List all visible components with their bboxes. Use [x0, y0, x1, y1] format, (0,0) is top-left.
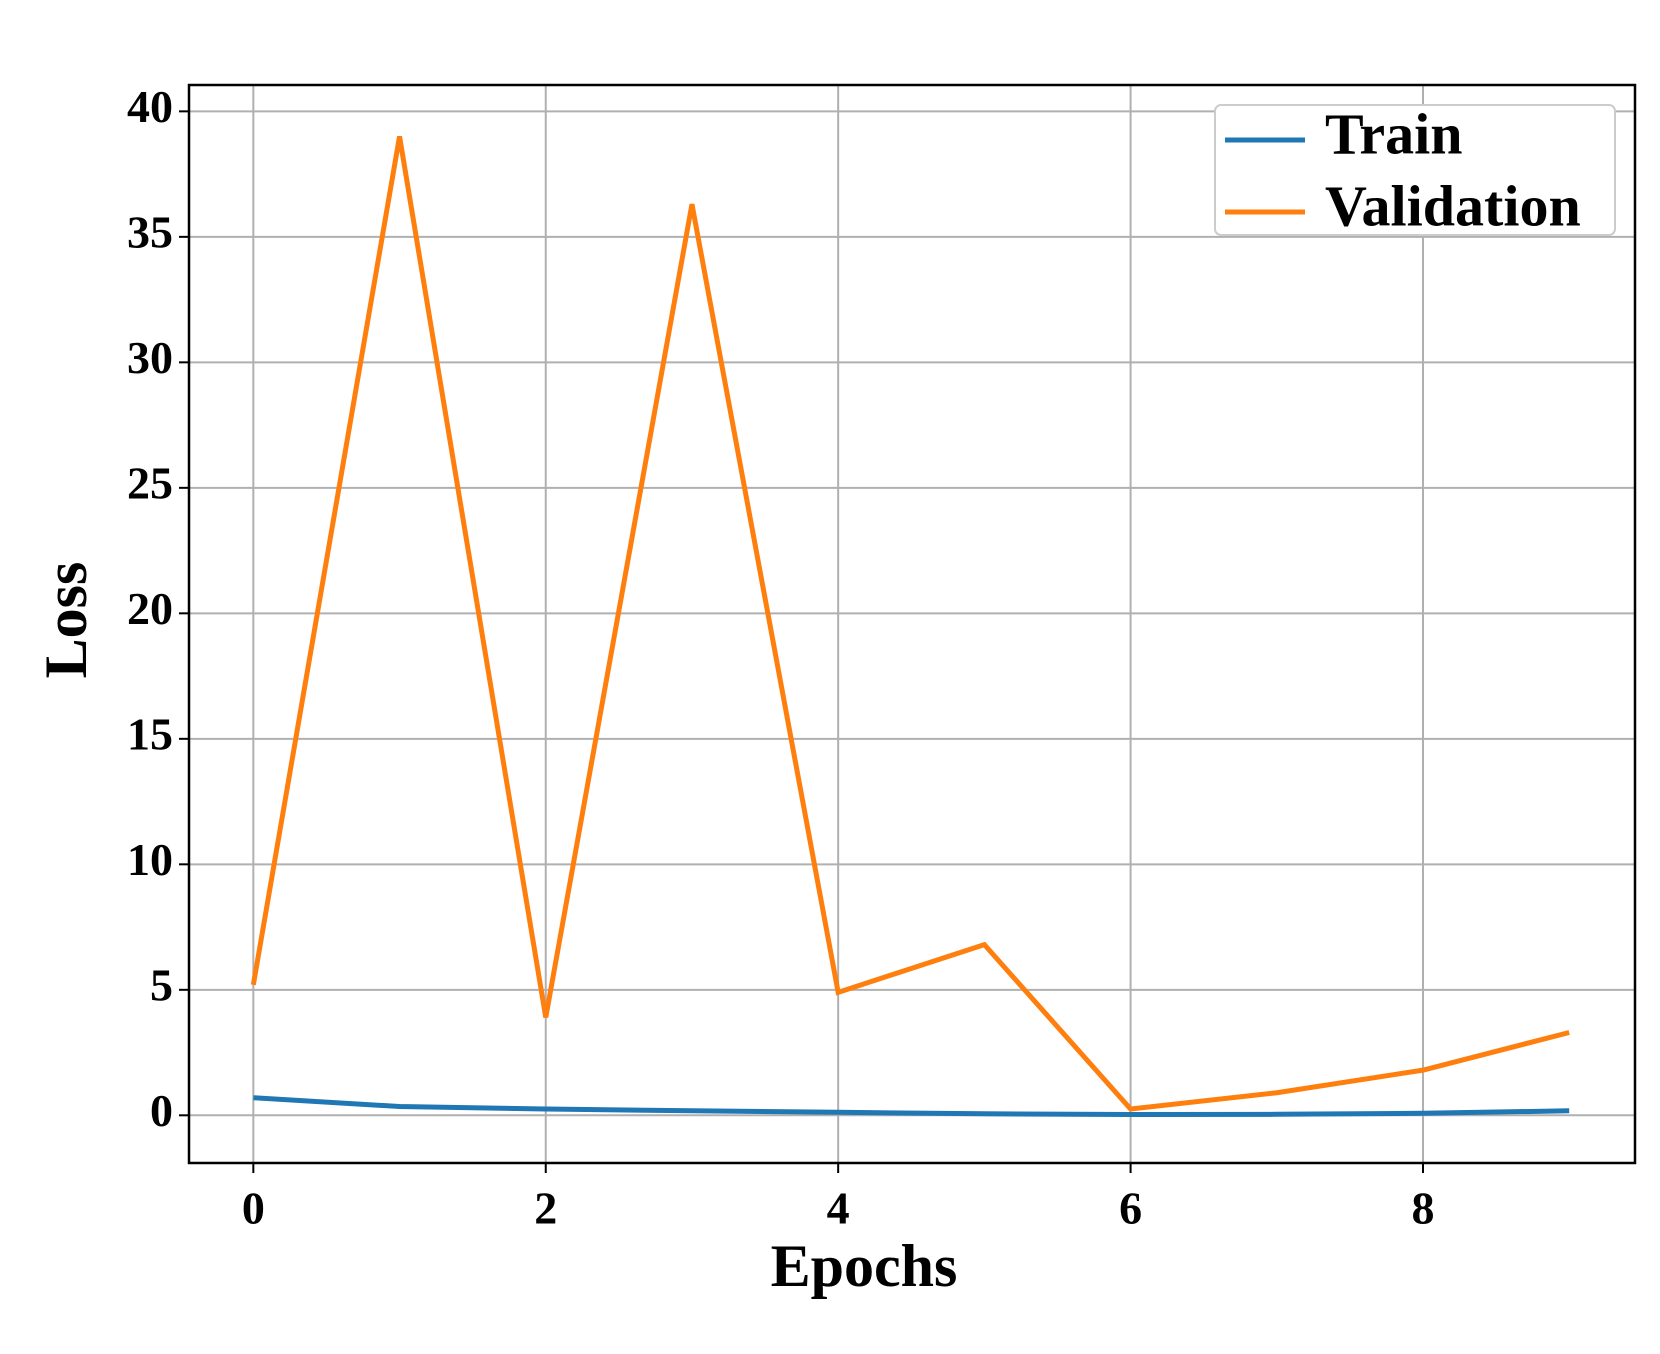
y-tick-label: 35 [127, 206, 173, 257]
y-tick-label: 0 [150, 1085, 173, 1136]
y-tick-label: 20 [127, 583, 173, 634]
x-tick-label: 8 [1411, 1183, 1434, 1234]
y-axis-label: Loss [33, 562, 99, 679]
y-tick-label: 5 [150, 959, 173, 1010]
y-tick-label: 25 [127, 457, 173, 508]
series-line [250, 136, 1570, 1112]
y-tick-label: 40 [127, 81, 173, 132]
plot-frame [187, 83, 1637, 1165]
legend-box [1214, 104, 1616, 236]
x-tick-label: 2 [534, 1183, 557, 1234]
legend-label: Validation [1325, 173, 1581, 238]
x-tick-label: 0 [242, 1183, 265, 1234]
y-tick-label: 15 [127, 708, 173, 759]
y-tick-label: 30 [127, 332, 173, 383]
y-tick-label: 10 [127, 834, 173, 885]
x-axis-label: Epochs [771, 1233, 958, 1299]
x-tick-label: 4 [827, 1183, 850, 1234]
x-tick-label: 6 [1119, 1183, 1142, 1234]
legend-label: Train [1325, 101, 1463, 166]
series-line [253, 1095, 1570, 1118]
